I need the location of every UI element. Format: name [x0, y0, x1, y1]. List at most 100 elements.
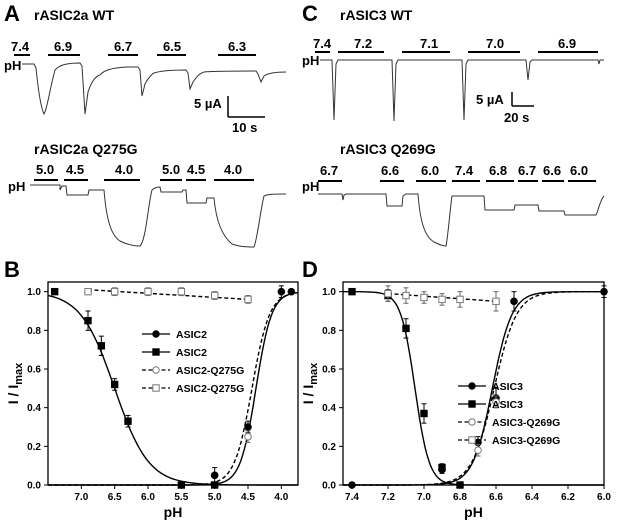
ph-value: 6.6: [381, 163, 399, 178]
x-tick-label: 5.0: [208, 492, 222, 503]
data-point: [287, 287, 296, 296]
data-point: [510, 297, 518, 306]
ph-value: 4.0: [224, 162, 242, 177]
data-point: [110, 380, 119, 389]
data-point: [177, 481, 186, 489]
data-point: [474, 446, 482, 455]
ph-value: 6.7: [518, 163, 536, 178]
data-point: [420, 293, 428, 302]
panel-label-d: D: [302, 257, 318, 282]
legend-label: ASIC3: [492, 381, 523, 393]
ph-value: 4.5: [187, 162, 205, 177]
panel-label-b: B: [4, 257, 20, 282]
ph-values-c-bottom: 6.7 6.6 6.0 7.4 6.8 6.7 6.6 6.0: [320, 163, 588, 178]
legend-marker: [468, 382, 476, 390]
x-tick-label: 5.5: [174, 492, 188, 503]
data-point: [110, 287, 119, 296]
data-point: [348, 481, 356, 489]
data-point: [177, 287, 186, 296]
x-tick-label: 6.0: [597, 492, 611, 503]
x-axis-label: pH: [164, 504, 183, 520]
y-axis-label: I / Imax: [300, 362, 320, 404]
data-point: [402, 324, 410, 333]
current-trace-c-bottom: [318, 193, 605, 247]
data-point: [210, 291, 219, 300]
x-tick-label: 6.6: [489, 492, 503, 503]
trace-title-c-bottom: rASIC3 Q269G: [340, 141, 436, 157]
x-tick-label: 4.0: [274, 492, 288, 503]
y-tick-label: 0.4: [27, 403, 41, 414]
ph-value: 5.0: [36, 162, 54, 177]
legend-label: ASIC2-Q275G: [176, 383, 244, 395]
plot-frame: [47, 281, 299, 486]
chart-b: 7.0 6.5 6.0 5.5 5.0 4.5 4.0 0.0 0.2 0.4 0.6 0.8 1.0 p…: [5, 281, 299, 520]
ph-value: 4.5: [66, 162, 84, 177]
legend-marker: [152, 348, 160, 356]
x-tick-label: 6.0: [141, 492, 155, 503]
y-tick-label: 0.2: [322, 442, 336, 453]
y-tick-label: 0.4: [322, 403, 336, 414]
ph-label: pH: [302, 179, 319, 194]
data-point: [492, 398, 500, 406]
ph-value: 6.3: [228, 39, 246, 54]
data-point: [420, 409, 428, 418]
y-axis-label: I / Imax: [5, 362, 25, 404]
legend-label: ASIC3: [492, 399, 523, 411]
panel-label-a: A: [4, 1, 20, 26]
x-axis-label: pH: [464, 504, 483, 520]
ph-label: pH: [8, 179, 25, 194]
data-point: [438, 463, 446, 472]
data-point: [348, 287, 356, 296]
y-tick-label: 0.0: [27, 481, 41, 492]
x-tick-label: 6.4: [525, 492, 539, 503]
legend-marker: [468, 400, 476, 408]
data-point: [124, 417, 132, 425]
fit-curve: [47, 294, 298, 486]
fit-curve: [343, 291, 604, 486]
current-trace-a-top: [22, 62, 287, 115]
data-point: [244, 295, 252, 304]
data-point: [210, 481, 219, 489]
data-point: [277, 287, 286, 296]
ph-value: 6.7: [320, 163, 338, 178]
scale-current-a: 5 µA: [194, 96, 222, 111]
ph-value: 7.4: [11, 39, 30, 54]
trace-title-a-top: rASIC2a WT: [34, 7, 115, 23]
data-point: [600, 287, 608, 296]
legend-label: ASIC3-Q269G: [492, 435, 560, 447]
y-tick-label: 0.6: [27, 365, 41, 376]
x-tick-label: 4.5: [241, 492, 255, 503]
data-point: [50, 287, 59, 296]
y-tick-label: 1.0: [322, 287, 336, 298]
legend-marker: [468, 436, 476, 444]
scale-time-c: 20 s: [504, 110, 529, 125]
y-tick-label: 0.6: [322, 365, 336, 376]
ph-value: 6.9: [54, 39, 72, 54]
legend-label: ASIC2: [176, 347, 207, 359]
legend-marker: [152, 366, 160, 374]
ph-values-c-top: 7.4 7.2 7.1 7.0 6.9: [313, 36, 576, 51]
ph-values-a-bottom: 5.0 4.5 4.0 5.0 4.5 4.0: [36, 162, 242, 177]
y-tick-label: 0.0: [322, 481, 336, 492]
scale-current-c: 5 µA: [476, 92, 504, 107]
x-tick-label: 7.0: [417, 492, 431, 503]
ph-value: 4.0: [115, 162, 133, 177]
ph-value: 6.6: [543, 163, 561, 178]
current-trace-c-top: [320, 59, 604, 122]
data-point: [84, 287, 92, 296]
x-tick-label: 7.4: [345, 492, 359, 503]
data-point: [456, 481, 464, 489]
trace-title-a-bottom: rASIC2a Q275G: [34, 141, 138, 157]
ph-value: 6.9: [558, 36, 576, 51]
trace-title-c-top: rASIC3 WT: [340, 7, 413, 23]
data-point: [144, 287, 152, 296]
legend-marker: [152, 330, 160, 338]
ph-value: 6.0: [421, 163, 439, 178]
ph-value: 6.8: [489, 163, 507, 178]
x-tick-label: 6.8: [453, 492, 467, 503]
y-tick-label: 1.0: [27, 287, 41, 298]
y-tick-label: 0.2: [27, 442, 41, 453]
ph-value: 6.5: [163, 39, 181, 54]
ph-value: 7.4: [313, 36, 332, 51]
